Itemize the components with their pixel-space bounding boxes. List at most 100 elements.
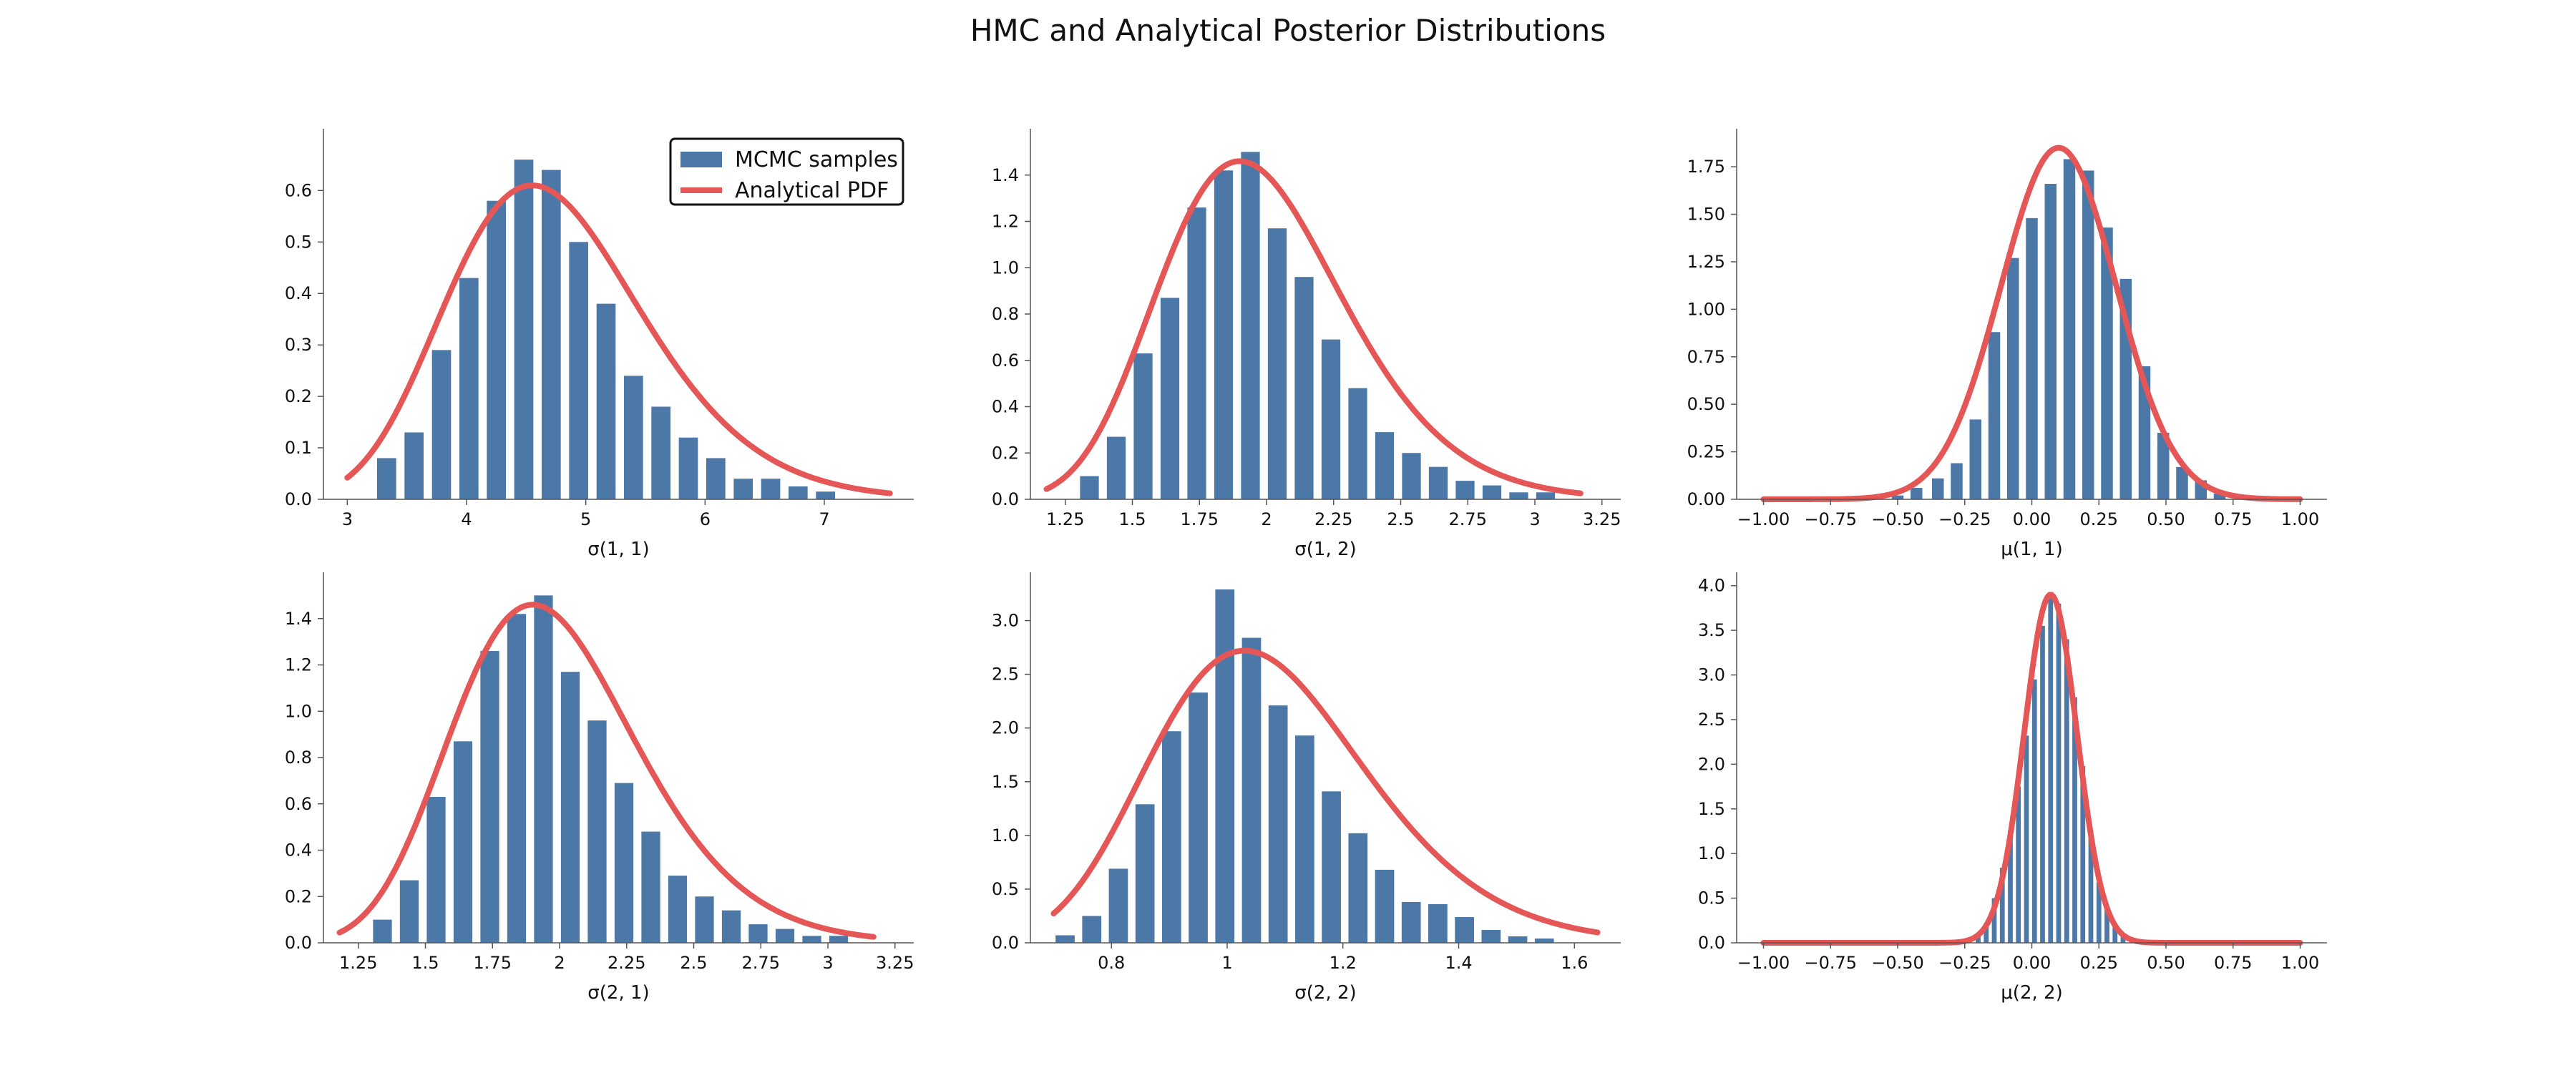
legend-entry-label: MCMC samples — [735, 147, 898, 172]
histogram-bar — [721, 910, 741, 943]
histogram-bar — [1241, 637, 1262, 943]
histogram-bar — [802, 936, 821, 943]
x-tick-label: 1.4 — [1445, 953, 1472, 973]
x-tick-label: 0.00 — [2013, 953, 2051, 973]
histogram-bar — [1055, 935, 1075, 943]
x-tick-label: 2.25 — [608, 953, 645, 973]
analytical-pdf-curve — [1050, 647, 1601, 936]
histogram-bar — [1106, 436, 1126, 499]
x-tick-label: 0.75 — [2214, 509, 2252, 529]
x-tick-label: 1.25 — [339, 953, 377, 973]
histogram-bar — [651, 406, 670, 499]
histogram-bar — [2016, 786, 2021, 943]
histogram-bar — [614, 783, 634, 943]
legend-entry-label: Analytical PDF — [735, 178, 889, 203]
y-tick-label: 1.0 — [992, 258, 1019, 278]
y-tick-label: 0.6 — [285, 180, 312, 200]
histogram-bar — [1187, 207, 1206, 499]
histogram-bar — [1321, 339, 1341, 499]
histogram-bar — [373, 919, 392, 943]
histogram-bar — [2048, 592, 2054, 943]
y-tick-label: 0.4 — [992, 397, 1019, 417]
histogram-bar — [2112, 926, 2118, 943]
histogram-bar — [641, 831, 660, 943]
histogram-bar — [1984, 923, 1989, 943]
y-tick-label: 2.0 — [1698, 754, 1725, 774]
x-tick-label: 3.25 — [1583, 509, 1621, 529]
y-tick-label: 0.6 — [285, 794, 312, 814]
histogram-bar — [1402, 453, 1421, 499]
histogram-bar — [2064, 639, 2069, 943]
histogram-bar — [459, 278, 479, 499]
histogram-bar — [2104, 908, 2109, 943]
y-tick-label: 0.0 — [992, 489, 1019, 509]
histogram-bar — [1976, 936, 1981, 943]
x-tick-label: 2.25 — [1314, 509, 1352, 529]
x-tick-label: 2.5 — [680, 953, 707, 973]
subplot-2: 1.25 1.5 1.75 2 2.25 2.5 2.75 3 3.25 0.0 0.2 0.4 0.6… — [992, 129, 1621, 560]
x-tick-label: 7 — [819, 509, 829, 529]
histogram-bar — [431, 350, 452, 499]
histogram-bar — [2056, 603, 2062, 943]
y-tick-label: 0.25 — [1687, 442, 1725, 462]
histogram-bar — [1428, 466, 1448, 499]
y-tick-label: 3.5 — [1698, 620, 1725, 640]
x-axis-label: σ(2, 2) — [1294, 982, 1356, 1004]
x-tick-label: 1.2 — [1330, 953, 1357, 973]
subplot-1: 3 4 5 6 7 0.0 0.1 0.2 0.3 0.4 0.5 0.6 σ(1, 1) MCMC sa… — [285, 129, 914, 560]
y-tick-label: 2.5 — [992, 665, 1019, 685]
histogram-bar — [1932, 478, 1944, 499]
histogram-bar — [1401, 901, 1421, 943]
histogram-bar — [2157, 433, 2170, 499]
x-tick-label: 1.6 — [1561, 953, 1588, 973]
figure-title: HMC and Analytical Posterior Distributio… — [970, 13, 1606, 48]
histogram-bar — [1348, 833, 1368, 943]
analytical-pdf-curve — [1043, 158, 1584, 496]
x-tick-label: 0.75 — [2214, 953, 2252, 973]
histogram-bar — [1214, 170, 1234, 499]
histogram-bar — [775, 929, 795, 943]
x-tick-label: −0.75 — [1804, 953, 1857, 973]
y-tick-label: 0.4 — [285, 283, 312, 303]
y-tick-label: 0.0 — [992, 933, 1019, 953]
y-tick-label: 0.5 — [992, 879, 1019, 899]
x-tick-label: −0.25 — [1938, 509, 1991, 529]
x-tick-label: 1.5 — [1118, 509, 1146, 529]
histogram-bar — [399, 880, 419, 943]
x-tick-label: 4 — [461, 509, 472, 529]
y-tick-label: 1.5 — [992, 772, 1019, 792]
y-tick-label: 1.50 — [1687, 205, 1725, 225]
x-tick-label: 0.8 — [1098, 953, 1125, 973]
y-tick-label: 0.8 — [285, 748, 312, 768]
y-tick-label: 1.4 — [285, 609, 312, 629]
x-tick-label: 1.5 — [411, 953, 439, 973]
y-tick-label: 0.0 — [1698, 933, 1725, 953]
histogram-bar — [1482, 485, 1502, 499]
legend-bar-swatch — [680, 152, 722, 167]
x-axis-label: σ(2, 1) — [587, 982, 649, 1004]
histogram-bar — [569, 242, 588, 499]
y-tick-label: 0.75 — [1687, 347, 1725, 367]
histogram-bar — [1891, 495, 1904, 499]
y-tick-label: 0.2 — [992, 443, 1019, 463]
histogram-bar — [1133, 353, 1153, 499]
histogram-bar — [2044, 184, 2057, 499]
x-tick-label: 1 — [1221, 953, 1232, 973]
histogram-bar — [487, 200, 506, 499]
histogram-bar — [1162, 731, 1181, 943]
x-tick-label: 5 — [580, 509, 591, 529]
y-tick-label: 1.4 — [992, 165, 1019, 185]
histogram-bar — [534, 595, 553, 943]
histogram-bar — [1294, 277, 1314, 499]
y-tick-label: 0.2 — [285, 886, 312, 906]
y-tick-label: 0.0 — [285, 489, 312, 509]
histogram-bar — [1189, 692, 1208, 943]
histogram-bar — [1268, 705, 1288, 943]
subplot-6: −1.00 −0.75 −0.50 −0.25 0.00 0.25 0.50 0.75 1.00… — [1698, 572, 2327, 1004]
y-tick-label: 0.0 — [285, 933, 312, 953]
histogram-bar — [453, 741, 473, 943]
x-tick-label: 3 — [822, 953, 833, 973]
histogram-bar — [542, 170, 561, 500]
histogram-bar — [1481, 929, 1501, 943]
x-axis-label: μ(2, 2) — [2001, 982, 2062, 1004]
